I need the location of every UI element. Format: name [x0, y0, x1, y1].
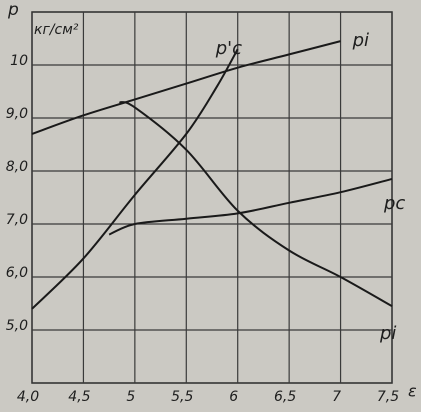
curve	[108, 177, 393, 236]
y-tick-label: 5,0	[6, 318, 28, 334]
curve	[119, 101, 393, 308]
x-tick-label: 6,5	[274, 389, 296, 405]
y-tick-label: 9,0	[6, 106, 28, 122]
x-tick-label: 7	[332, 389, 341, 405]
y-tick-label: 6,0	[6, 265, 28, 281]
x-tick-label: 6	[229, 389, 238, 405]
series-label: p'c	[215, 38, 242, 59]
series-label: pi	[352, 30, 369, 51]
curve	[31, 48, 239, 310]
y-tick-label: 10	[10, 53, 28, 69]
series-label: pc	[383, 193, 405, 214]
x-tick-label: 5	[126, 389, 135, 405]
x-tick-label: 4,5	[68, 389, 90, 405]
x-axis-label: ε	[408, 382, 417, 401]
x-tick-label: 5,5	[171, 389, 193, 405]
y-axis-unit: кг/см²	[34, 22, 79, 38]
curve	[31, 40, 341, 135]
y-axis-label: p	[7, 0, 19, 20]
plot-frame	[31, 11, 393, 384]
x-tick-label: 7,5	[377, 389, 399, 405]
x-tick-label: 4,0	[17, 389, 39, 405]
series-label: pi	[379, 323, 396, 344]
y-tick-label: 8,0	[6, 159, 28, 175]
y-tick-label: 7,0	[6, 212, 28, 228]
